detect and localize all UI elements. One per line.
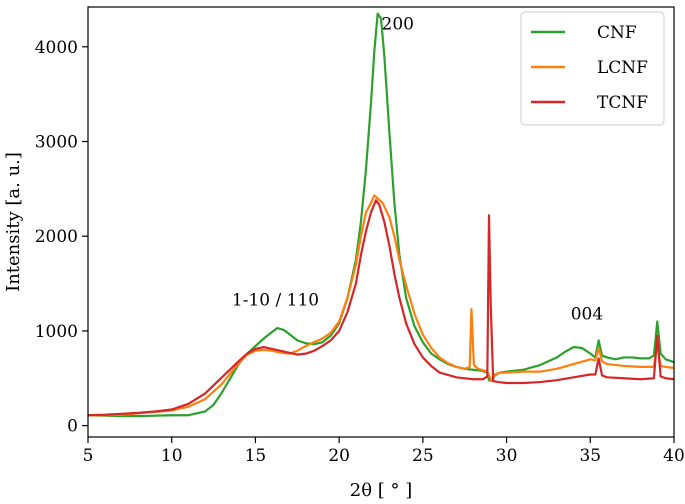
series-line-lcnf <box>88 194 675 417</box>
legend-label: LCNF <box>597 58 648 78</box>
x-tick-label: 25 <box>412 446 434 466</box>
peak-annotations: 200 1-10 / 110 004 <box>232 15 603 325</box>
x-tick-label: 5 <box>83 446 94 466</box>
y-axis-label: Intensity [a. u.] <box>3 152 24 292</box>
legend-box <box>520 11 665 126</box>
x-tick-label: 20 <box>328 446 350 466</box>
plot-frame <box>87 6 675 438</box>
peak-annotation: 200 <box>382 15 414 35</box>
y-tick-label: 1000 <box>35 322 78 342</box>
x-tick-label: 40 <box>663 446 685 466</box>
x-axis-label: 2θ [ ° ] <box>350 480 413 501</box>
legend: CNF LCNF TCNF <box>520 11 665 126</box>
peak-annotation: 1-10 / 110 <box>232 290 319 310</box>
peak-annotation: 004 <box>571 305 603 325</box>
y-tick-label: 3000 <box>35 132 78 152</box>
x-axis-ticks: 5 10 15 20 25 30 35 40 <box>83 437 685 466</box>
x-tick-label: 30 <box>496 446 518 466</box>
x-tick-label: 10 <box>161 446 183 466</box>
legend-label: TCNF <box>597 93 648 113</box>
legend-label: CNF <box>597 23 637 43</box>
plot-series <box>87 12 675 418</box>
y-tick-label: 0 <box>67 417 78 437</box>
y-tick-label: 4000 <box>35 38 78 58</box>
y-tick-label: 2000 <box>35 227 78 247</box>
x-tick-label: 15 <box>245 446 267 466</box>
series-line-tcnf <box>87 199 675 417</box>
y-axis-ticks: 0 1000 2000 3000 4000 <box>35 38 88 437</box>
x-tick-label: 35 <box>579 446 601 466</box>
